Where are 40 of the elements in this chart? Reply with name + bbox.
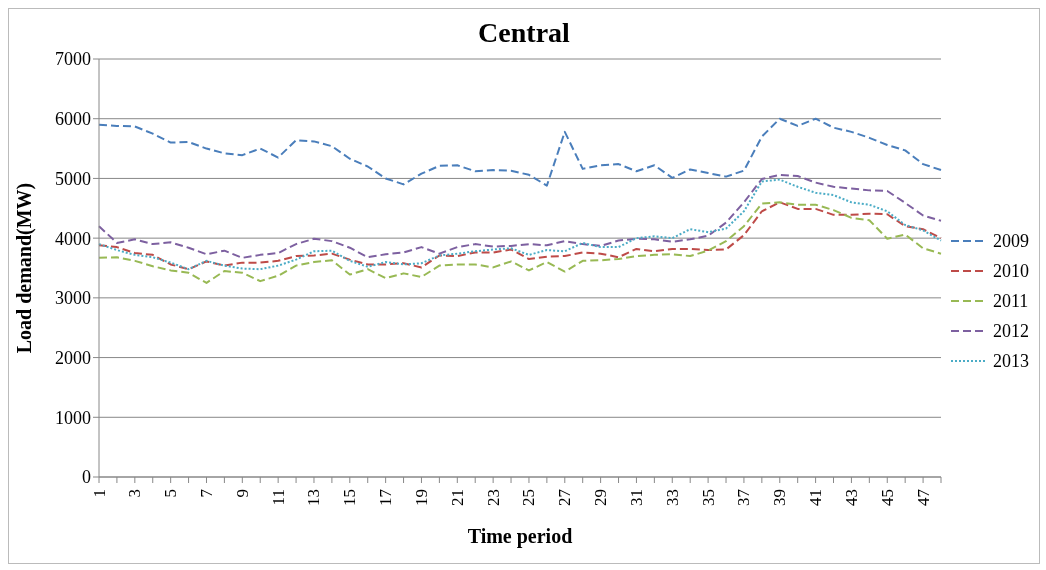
chart-title: Central xyxy=(477,17,571,49)
x-tick-label: 21 xyxy=(447,489,467,506)
y-tick-label: 3000 xyxy=(55,288,91,309)
x-tick-label: 27 xyxy=(555,488,575,506)
x-tick-label: 7 xyxy=(196,488,216,498)
legend-label: 2011 xyxy=(993,290,1029,312)
y-axis-title: Load demand(MW) xyxy=(13,182,37,354)
x-axis-title: Time period xyxy=(467,525,573,548)
x-tick-label: 17 xyxy=(376,488,396,506)
x-tick-label: 3 xyxy=(125,489,145,498)
y-tick-label: 5000 xyxy=(55,168,91,189)
y-tick-label: 7000 xyxy=(55,49,91,70)
x-tick-label: 11 xyxy=(268,489,288,506)
legend-label: 2010 xyxy=(993,260,1029,282)
x-tick-label: 9 xyxy=(232,489,252,498)
x-tick-label: 41 xyxy=(806,489,826,506)
legend-label: 2013 xyxy=(993,350,1029,372)
y-tick-label: 1000 xyxy=(55,407,91,428)
x-tick-label: 19 xyxy=(411,489,431,506)
x-tick-label: 39 xyxy=(770,489,790,506)
x-tick-label: 31 xyxy=(626,489,646,506)
x-tick-label: 37 xyxy=(734,488,754,506)
x-tick-label: 23 xyxy=(483,489,503,506)
x-tick-label: 15 xyxy=(340,489,360,506)
legend-label: 2009 xyxy=(993,230,1029,252)
x-tick-label: 5 xyxy=(161,489,181,498)
x-tick-label: 1 xyxy=(89,489,109,498)
legend-label: 2012 xyxy=(993,320,1029,342)
x-tick-label: 35 xyxy=(698,489,718,506)
x-tick-label: 13 xyxy=(304,489,324,506)
x-tick-label: 43 xyxy=(841,489,861,506)
y-tick-label: 4000 xyxy=(55,228,91,249)
x-tick-label: 33 xyxy=(662,489,682,506)
x-tick-label: 25 xyxy=(519,489,539,506)
x-tick-label: 29 xyxy=(591,489,611,506)
y-tick-label: 2000 xyxy=(55,347,91,368)
x-tick-label: 45 xyxy=(877,489,897,506)
x-tick-label: 47 xyxy=(913,488,933,506)
y-tick-label: 6000 xyxy=(55,109,91,130)
y-tick-label: 0 xyxy=(82,467,91,488)
